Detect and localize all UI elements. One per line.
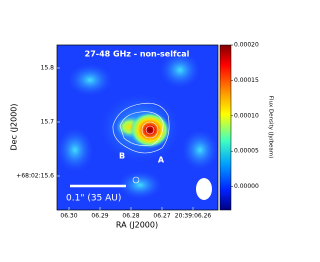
chart-title: 27-48 GHz - non-selfcal	[85, 50, 190, 59]
colorbar-tick-label: 0.00015	[234, 77, 259, 84]
y-tick-label: 15.8	[41, 65, 55, 72]
frame	[56, 44, 219, 211]
x-axis-label: RA (J2000)	[116, 221, 158, 230]
x-tick-label: 06.30	[60, 213, 77, 220]
colorbar-tick-label: 0.00005	[234, 148, 259, 155]
scale-bar-label: 0.1" (35 AU)	[66, 194, 121, 204]
y-tick-label: +68:02:15.6	[16, 172, 54, 179]
chart: 27-48 GHz - non-selfcal B A 0.1" (35 AU)…	[10, 42, 274, 230]
x-tick-label: 06.27	[153, 213, 170, 220]
colorbar	[219, 44, 232, 211]
x-tick-label: 06.28	[122, 213, 139, 220]
colorbar-tick-label: 0.00020	[234, 42, 259, 49]
y-axis-label: Dec (J2000)	[10, 104, 19, 151]
x-tick-label: 20:39:06.26	[175, 213, 212, 220]
y-tick-label: 15.7	[41, 118, 55, 125]
annotation: A	[158, 156, 165, 165]
image	[57, 45, 218, 210]
x-tick-label: 06.29	[91, 213, 108, 220]
annotation: B	[119, 152, 125, 161]
colorbar-tick-label: 0.00000	[234, 183, 259, 190]
colorbar-tick-label: 0.00010	[234, 112, 259, 119]
colorbar-label: Flux Density (Jy/beam)	[268, 96, 274, 158]
